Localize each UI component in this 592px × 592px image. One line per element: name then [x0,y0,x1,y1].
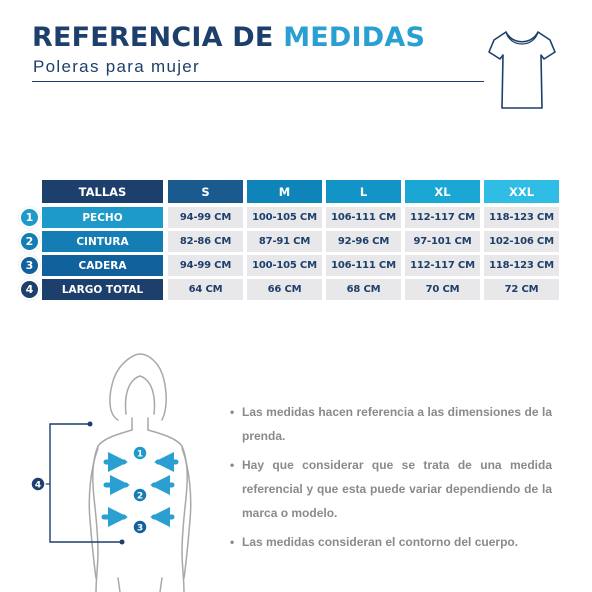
marker-4-label: 4 [35,481,41,491]
table-cell: 118-123 CM [484,255,559,276]
row-number-3: 3 [19,255,40,276]
tshirt-icon [488,31,556,109]
note-item: • Las medidas hacen referencia a las dim… [230,400,552,448]
note-text: Las medidas hacen referencia a las dimen… [242,405,552,443]
body-silhouette-icon [88,353,192,592]
table-cell: 112-117 CM [405,207,480,228]
table-cell: 94-99 CM [168,255,243,276]
title-part-1: REFERENCIA DE [32,22,274,53]
marker-3-label: 3 [137,524,143,534]
body-measurement-diagram: 1 2 3 4 [30,353,192,592]
table-cell: 100-105 CM [247,255,322,276]
bullet: • [230,458,235,472]
table-cell: 106-111 CM [326,255,401,276]
size-header-xxl: XXL [484,180,559,203]
row-number-2: 2 [19,231,40,252]
table-cell: 112-117 CM [405,255,480,276]
table-cell: 66 CM [247,279,322,300]
table-cell: 94-99 CM [168,207,243,228]
table-cell: 92-96 CM [326,231,401,252]
table-cell: 118-123 CM [484,207,559,228]
marker-1: 1 [132,445,148,461]
page-title: REFERENCIA DE MEDIDAS [32,22,425,53]
row-label-pecho: PECHO [42,207,163,228]
row-number-1: 1 [19,207,40,228]
table-cell: 87-91 CM [247,231,322,252]
page-subtitle: Poleras para mujer [33,57,201,76]
size-header-l: L [326,180,401,203]
note-text: Las medidas consideran el contorno del c… [242,535,519,549]
row-label-largo-total: LARGO TOTAL [42,279,163,300]
row-number-4: 4 [19,279,40,300]
table-cell: 82-86 CM [168,231,243,252]
table-cell: 97-101 CM [405,231,480,252]
bullet: • [230,535,235,549]
note-item: • Las medidas consideran el contorno del… [230,530,552,554]
size-header-m: M [247,180,322,203]
size-header-xl: XL [405,180,480,203]
bullet: • [230,405,235,419]
note-text: Hay que considerar que se trata de una m… [242,458,552,520]
title-divider [32,81,484,82]
title-part-2: MEDIDAS [283,22,426,53]
measurement-arrows [101,452,179,527]
marker-2-label: 2 [137,492,143,502]
marker-3: 3 [132,519,148,535]
marker-1-label: 1 [137,450,143,460]
table-cell: 72 CM [484,279,559,300]
tallas-header: TALLAS [42,180,163,203]
size-header-s: S [168,180,243,203]
marker-4: 4 [30,476,46,492]
table-cell: 64 CM [168,279,243,300]
notes-list: • Las medidas hacen referencia a las dim… [230,400,552,559]
table-cell: 70 CM [405,279,480,300]
table-cell: 102-106 CM [484,231,559,252]
marker-2: 2 [132,487,148,503]
table-cell: 68 CM [326,279,401,300]
row-label-cintura: CINTURA [42,231,163,252]
row-label-cadera: CADERA [42,255,163,276]
table-cell: 106-111 CM [326,207,401,228]
note-item: • Hay que considerar que se trata de una… [230,453,552,525]
table-cell: 100-105 CM [247,207,322,228]
